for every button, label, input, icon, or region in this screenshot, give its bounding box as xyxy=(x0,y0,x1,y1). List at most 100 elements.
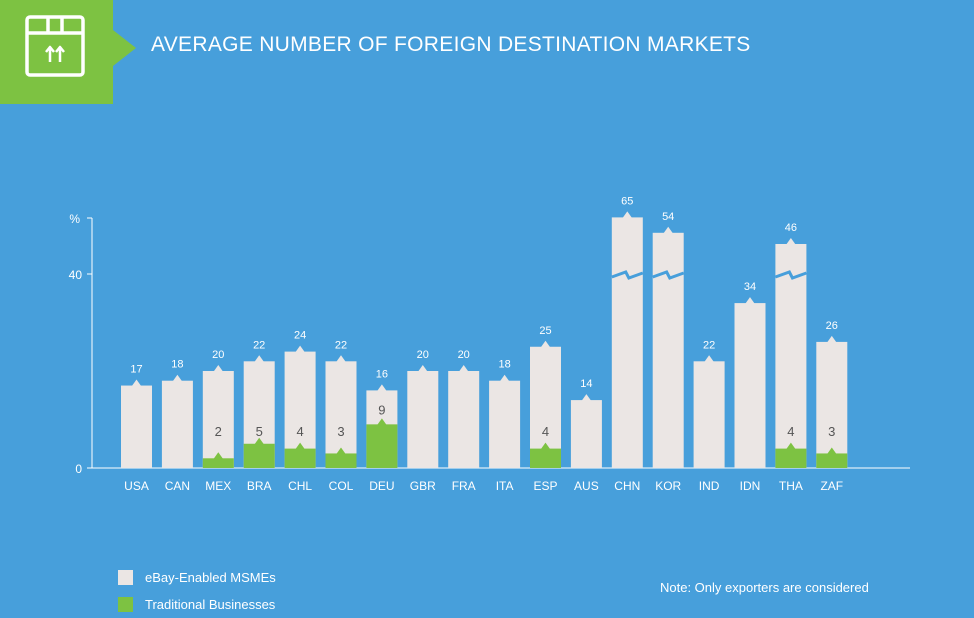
x-tick-label-mex: MEX xyxy=(205,479,231,493)
bar-marker-traditional-esp xyxy=(540,442,551,450)
bar-marker-traditional-chl xyxy=(295,442,306,450)
page-title: AVERAGE NUMBER OF FOREIGN DESTINATION MA… xyxy=(151,33,751,56)
header-icon-box xyxy=(0,0,136,104)
value-label-ebay-esp: 25 xyxy=(539,325,551,337)
bar-ebay-usa xyxy=(121,385,152,468)
value-label-traditional-col: 3 xyxy=(337,424,344,439)
x-tick-label-gbr: GBR xyxy=(410,479,436,493)
bar-traditional-deu xyxy=(366,424,398,468)
y-tick-label-0: 0 xyxy=(75,462,82,476)
bar-marker-traditional-zaf xyxy=(826,447,837,455)
axis-break-tha xyxy=(774,270,807,280)
bar-marker-traditional-deu xyxy=(376,418,387,426)
bar-ebay-ind xyxy=(693,361,725,468)
x-tick-label-ita: ITA xyxy=(496,479,514,493)
bar-ebay-chn xyxy=(611,217,643,468)
bar-ebay-kor xyxy=(652,232,684,468)
bar-marker-chn xyxy=(622,211,633,219)
legend-item-ebay: eBay-Enabled MSMEs xyxy=(118,570,276,585)
value-label-traditional-tha: 4 xyxy=(787,424,794,439)
bar-ebay-zaf xyxy=(816,341,848,468)
x-tick-label-usa: USA xyxy=(124,479,149,493)
bar-marker-ita xyxy=(499,374,510,382)
y-axis-unit-label: % xyxy=(69,212,80,226)
value-label-traditional-zaf: 3 xyxy=(828,424,835,439)
x-tick-label-idn: IDN xyxy=(740,479,761,493)
value-label-ebay-col: 22 xyxy=(335,339,347,351)
bar-marker-gbr xyxy=(417,365,428,372)
bar-marker-tha xyxy=(785,237,796,245)
value-label-ebay-deu: 16 xyxy=(376,368,388,380)
x-tick-label-chl: CHL xyxy=(288,479,312,493)
bar-traditional-col xyxy=(325,453,357,468)
legend-item-traditional: Traditional Businesses xyxy=(118,597,275,612)
bar-ebay-can xyxy=(161,380,193,468)
value-label-traditional-chl: 4 xyxy=(296,424,303,439)
x-tick-label-esp: ESP xyxy=(533,479,557,493)
bar-marker-traditional-bra xyxy=(254,437,265,445)
x-tick-label-chn: CHN xyxy=(614,479,640,493)
bar-traditional-tha xyxy=(775,448,807,468)
bar-marker-idn xyxy=(745,297,755,305)
bar-ebay-idn xyxy=(734,303,766,468)
value-label-ebay-tha: 46 xyxy=(785,222,797,234)
bar-traditional-bra xyxy=(243,443,275,468)
bar-marker-deu xyxy=(376,384,387,392)
bar-traditional-mex xyxy=(202,458,234,468)
x-tick-label-aus: AUS xyxy=(574,479,599,493)
x-tick-label-bra: BRA xyxy=(247,479,272,493)
bar-ebay-mex xyxy=(202,371,234,468)
bar-marker-traditional-tha xyxy=(785,442,796,450)
value-label-ebay-zaf: 26 xyxy=(826,320,838,332)
bar-traditional-chl xyxy=(284,448,316,468)
y-tick-label-40: 40 xyxy=(69,268,83,282)
bar-marker-zaf xyxy=(826,335,837,343)
x-tick-label-kor: KOR xyxy=(655,479,681,493)
value-label-ebay-chl: 24 xyxy=(294,330,306,342)
x-tick-label-fra: FRA xyxy=(452,479,476,493)
legend-label-traditional: Traditional Businesses xyxy=(145,597,276,612)
legend-label-ebay: eBay-Enabled MSMEs xyxy=(145,570,276,585)
bar-ebay-tha xyxy=(775,243,807,468)
bar-marker-kor xyxy=(663,226,674,234)
value-label-traditional-esp: 4 xyxy=(542,424,549,439)
value-label-traditional-mex: 2 xyxy=(215,424,222,439)
value-label-ebay-bra: 22 xyxy=(253,339,265,351)
x-tick-label-deu: DEU xyxy=(369,479,394,493)
bar-ebay-fra xyxy=(448,371,480,468)
bar-marker-esp xyxy=(540,340,551,348)
value-label-ebay-idn: 34 xyxy=(744,281,756,293)
value-label-ebay-can: 18 xyxy=(171,359,183,371)
x-tick-label-zaf: ZAF xyxy=(820,479,843,493)
bar-marker-fra xyxy=(458,365,469,372)
x-tick-label-can: CAN xyxy=(165,479,190,493)
value-label-ebay-chn: 65 xyxy=(621,195,633,207)
value-label-ebay-fra: 20 xyxy=(458,349,470,361)
x-tick-label-col: COL xyxy=(329,479,354,493)
bar-marker-ind xyxy=(704,355,715,363)
note-text: Note: Only exporters are considered xyxy=(660,580,869,595)
value-label-ebay-kor: 54 xyxy=(662,211,674,223)
value-label-ebay-aus: 14 xyxy=(580,378,592,390)
bar-marker-mex xyxy=(213,365,224,372)
bar-marker-traditional-mex xyxy=(213,452,224,460)
bar-ebay-gbr xyxy=(407,371,439,468)
bar-marker-col xyxy=(336,355,346,363)
axis-break-kor xyxy=(652,270,685,280)
box-with-up-arrows-icon xyxy=(25,15,85,77)
legend-swatch-ebay xyxy=(118,570,133,585)
value-label-traditional-deu: 9 xyxy=(378,402,385,417)
x-tick-label-ind: IND xyxy=(699,479,720,493)
value-label-traditional-bra: 5 xyxy=(256,424,263,439)
legend-swatch-traditional xyxy=(118,597,133,612)
bar-ebay-ita xyxy=(489,380,521,468)
axis-break-chn xyxy=(611,270,644,280)
bar-marker-can xyxy=(172,374,183,382)
bar-ebay-aus xyxy=(570,400,602,468)
bar-traditional-zaf xyxy=(816,453,848,468)
bar-marker-aus xyxy=(581,394,592,402)
bar-marker-bra xyxy=(254,355,265,363)
value-label-ebay-usa: 17 xyxy=(130,364,142,376)
value-label-ebay-ita: 18 xyxy=(498,359,510,371)
